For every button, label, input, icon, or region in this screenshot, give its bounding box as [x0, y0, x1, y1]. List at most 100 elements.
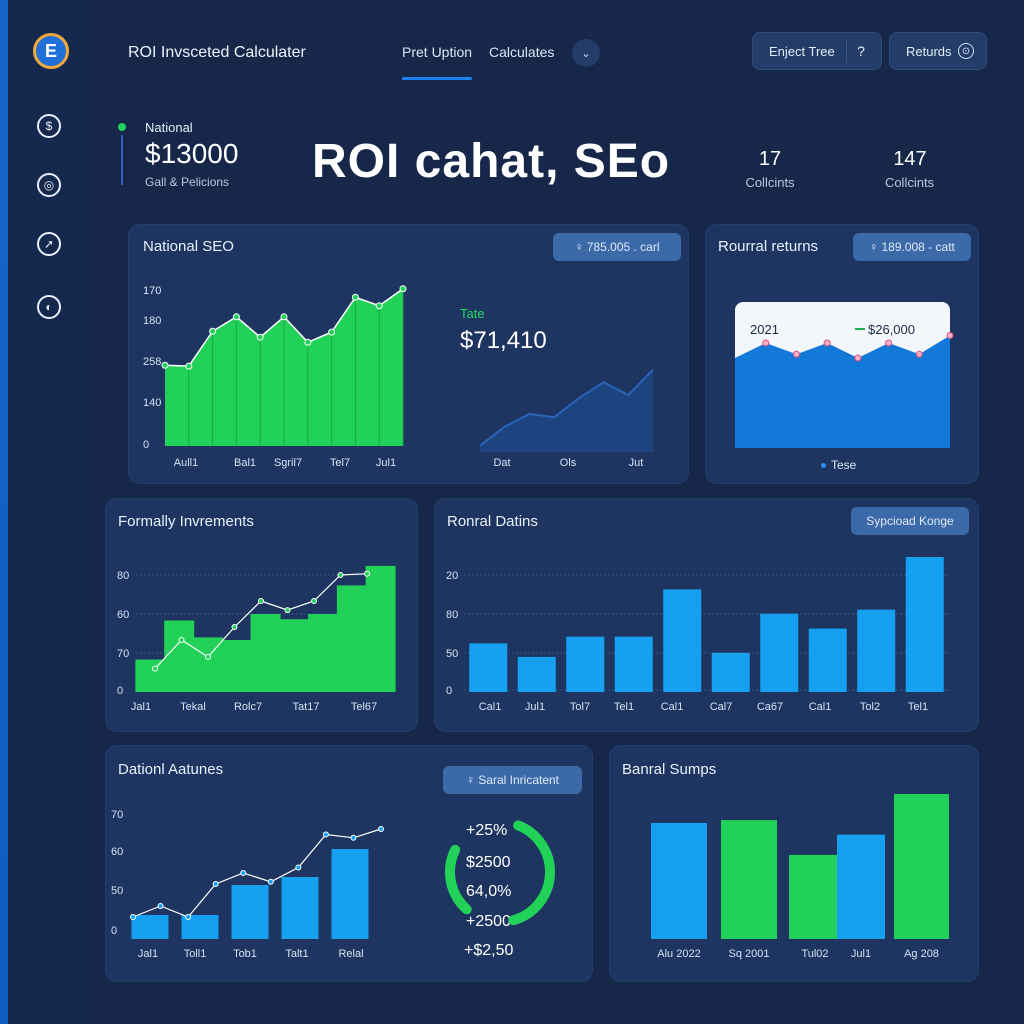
x-tick-label: Bal1 — [234, 457, 256, 469]
rourral-filter[interactable]: ♀ 189.008 - catt — [853, 233, 971, 261]
data-point — [280, 313, 288, 321]
donut-arc — [445, 844, 472, 915]
x-tick-label: Cal1 — [809, 701, 832, 713]
donut-value-3: 64,0% — [466, 883, 512, 900]
bar — [663, 589, 702, 692]
card-title: Rourral returns — [718, 238, 819, 255]
bar — [894, 794, 949, 939]
y-tick-label: 140 — [143, 397, 161, 409]
data-point — [823, 339, 831, 347]
y-tick-label: 20 — [446, 570, 458, 582]
bar — [231, 885, 269, 939]
stat-label-clients: Collcints — [884, 175, 935, 190]
x-tick-label: Jul1 — [376, 457, 396, 469]
enject-tree-button[interactable]: Enject Tree ? — [752, 32, 882, 70]
x-tick-label: Rolc7 — [234, 701, 262, 713]
card-title: Formally Invrements — [118, 513, 254, 530]
globe-icon[interactable]: ◐ — [37, 295, 61, 319]
dollar-icon[interactable]: $ — [37, 114, 61, 138]
kpi-subtitle: Gall & Pelicions — [145, 175, 230, 189]
data-point — [854, 354, 862, 362]
data-point — [185, 914, 192, 920]
area-fill — [735, 335, 950, 448]
bar — [711, 652, 750, 692]
bar — [250, 614, 281, 692]
x-tick-label: Jal1 — [131, 701, 151, 713]
y-tick-label: 0 — [143, 439, 149, 451]
x-tick-label: Cal1 — [661, 701, 684, 713]
returns-button[interactable]: Returds ⊙ — [889, 32, 987, 70]
data-point — [915, 350, 923, 358]
sidebar-panel — [8, 0, 90, 1024]
y-tick-label: 60 — [111, 846, 123, 858]
data-point — [328, 328, 336, 336]
bar — [566, 636, 605, 692]
bar — [837, 834, 885, 939]
x-tick-label: Relal — [338, 948, 363, 960]
card-title: Banral Sumps — [622, 761, 717, 778]
x-tick-label: Tel67 — [351, 701, 377, 713]
x-tick-label: Sgril7 — [274, 457, 302, 469]
bar — [808, 628, 847, 692]
ronral-filter[interactable]: Sypcioad Konge — [851, 507, 969, 535]
settings-icon: ⊙ — [958, 43, 974, 59]
data-point — [161, 361, 169, 369]
bar — [281, 877, 319, 939]
y-tick-label: 70 — [117, 648, 129, 660]
x-tick-label: Jal1 — [138, 948, 158, 960]
bar — [857, 609, 896, 692]
data-point — [258, 598, 264, 604]
data-point — [304, 338, 312, 346]
data-point — [375, 302, 383, 310]
tab-calculates[interactable]: Calculates — [489, 44, 555, 60]
app-logo[interactable]: E — [33, 33, 69, 69]
tab-pret-uption[interactable]: Pret Uption — [402, 44, 473, 80]
data-point — [350, 834, 357, 841]
data-point — [240, 870, 247, 876]
national-seo-filter[interactable]: ♀ 785.005 . carl — [553, 233, 681, 261]
data-point — [885, 339, 893, 347]
tate-line — [479, 368, 654, 447]
y-tick-label: 258 — [143, 356, 161, 368]
year-label: 2021 — [750, 322, 779, 337]
dationl-filter[interactable]: ♀ Saral Inricatent — [443, 766, 582, 794]
ronral-chart: 20 80 50 0 Cal1 Jul1 Tol7 Tel1 Cal1 Cal7 Ca67 Cal1 T… — [446, 557, 949, 713]
compass-icon[interactable]: ➚ — [37, 232, 61, 256]
bar — [789, 854, 841, 939]
donut-value-5: +$2,50 — [464, 942, 514, 959]
x-tick-label: Ols — [560, 457, 577, 469]
dationl-chart: 70 60 50 0 Jal1 Toll1 Tob1 Talt1 Relal — [111, 809, 555, 960]
series-line — [132, 828, 382, 918]
x-tick-label: Tekal — [180, 701, 206, 713]
national-seo-chart: 170 180 258 140 0 Aull1 Bal1 Sgril7 Tel7 Jul1 Dat O… — [143, 285, 654, 469]
data-point — [130, 914, 136, 920]
y-tick-label: 80 — [117, 570, 129, 582]
returns-label: Returds — [906, 43, 952, 59]
y-tick-label: 180 — [143, 315, 161, 327]
y-tick-label: 170 — [143, 285, 161, 297]
data-point — [311, 598, 317, 604]
card-title: Ronral Datins — [447, 513, 538, 530]
x-tick-label: Tat17 — [293, 701, 320, 713]
bar — [721, 820, 777, 939]
tate-area — [480, 369, 653, 452]
x-tick-label: Cal7 — [710, 701, 733, 713]
legend-label: Tese — [831, 458, 857, 472]
y-tick-label: 0 — [117, 685, 123, 697]
donut-value-2: $2500 — [466, 854, 511, 871]
tate-value: $71,410 — [460, 327, 547, 354]
bar — [135, 659, 166, 692]
bar — [131, 915, 169, 939]
target-icon[interactable]: ◎ — [37, 173, 61, 197]
y-tick-label: 50 — [446, 648, 458, 660]
x-tick-label: Jut — [629, 457, 644, 469]
card-title: National SEO — [143, 238, 234, 255]
page-title: ROI cahat, SEo — [312, 135, 671, 188]
data-point — [267, 878, 274, 885]
stat-label-devices: Collcints — [745, 175, 795, 190]
chevron-down-icon[interactable]: ⌄ — [572, 39, 600, 67]
x-tick-label: Aull1 — [174, 457, 198, 469]
formally-chart: 80 60 70 0 Jal1 Tekal Rolc7 Tat17 Tel67 — [117, 565, 396, 713]
data-point — [322, 831, 329, 838]
tate-label: Tate — [460, 306, 485, 321]
